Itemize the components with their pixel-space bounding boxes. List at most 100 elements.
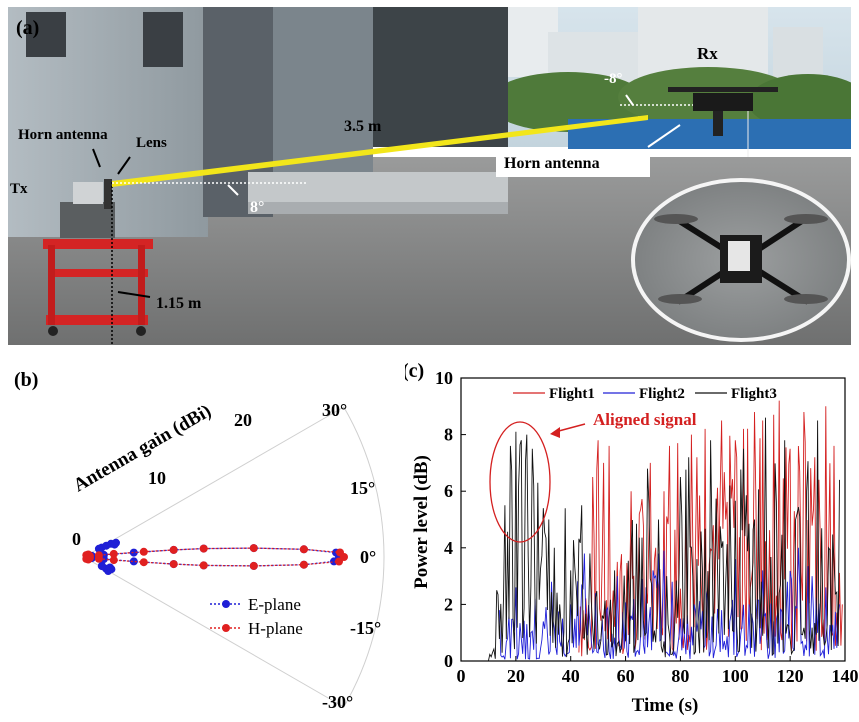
x-axis-label: Time (s)	[632, 695, 699, 716]
power-axes	[460, 377, 846, 662]
field-test-photo: (a) Tx Horn antenna Lens 3.5 m 8° 1.15 m…	[8, 7, 851, 345]
e-plane-point	[129, 548, 138, 557]
angle-tick-0: 0°	[360, 547, 376, 567]
cart-leg	[48, 245, 55, 325]
radial-axis-label: Antenna gain (dBi)	[70, 401, 215, 497]
y-tick-label: 0	[444, 651, 453, 671]
h-plane-point	[199, 561, 208, 570]
h-plane-point	[109, 549, 118, 558]
power-level-panel: (c) 0 20 40 60 80 100 120 140 0 2 4 6 8 10 Power leve…	[402, 352, 859, 717]
tx-equipment	[73, 182, 103, 204]
lens-label: Lens	[136, 135, 167, 151]
angle-tick-15: 15°	[350, 478, 375, 498]
e-plane-point	[129, 557, 138, 566]
panel-a-label: (a)	[16, 17, 40, 39]
x-tick-label: 100	[722, 666, 749, 686]
inset-propeller	[658, 294, 702, 304]
antenna-pattern-panel: (b) Antenna gain (dBi) 0 10 20 30° 15° 0…	[0, 352, 430, 717]
legend-flight1: Flight1	[549, 386, 595, 402]
angle-tick-30: 30°	[322, 400, 347, 420]
rx-horn-antenna-label: Horn antenna	[496, 151, 650, 177]
radial-tick-10: 10	[148, 468, 166, 488]
aligned-signal-ellipse	[489, 421, 551, 543]
h-plane-point	[299, 560, 308, 569]
x-tick-label: 0	[457, 666, 466, 686]
polar-legend: E-plane H-plane	[210, 595, 303, 638]
e-plane-point	[94, 544, 103, 553]
steps	[248, 202, 508, 214]
drone-arm	[668, 87, 778, 92]
cart-top	[43, 239, 153, 249]
h-plane-point	[139, 547, 148, 556]
angle-tick-minus15: -15°	[350, 618, 381, 638]
e-plane-point	[97, 562, 106, 571]
x-tick-label: 140	[832, 666, 859, 686]
x-tick-label: 120	[777, 666, 804, 686]
tx-horn-antenna-label: Horn antenna	[18, 127, 108, 143]
polar-frame	[82, 406, 385, 708]
steps	[248, 172, 508, 207]
radial-tick-0: 0	[72, 529, 81, 549]
photo-scene	[8, 7, 851, 345]
cart-wheel	[136, 326, 146, 336]
inset-propeller	[784, 214, 828, 224]
y-axis-label: Power level (dB)	[411, 455, 432, 589]
x-tick-label: 60	[617, 666, 635, 686]
series-flight1	[578, 400, 843, 657]
panel-c-label: (c)	[405, 360, 424, 382]
h-plane-point	[249, 544, 258, 553]
h-plane-point	[336, 548, 344, 557]
legend-flight3: Flight3	[731, 386, 777, 402]
polar-points	[82, 538, 348, 575]
series-flight3	[487, 417, 840, 662]
tx-label: Tx	[10, 181, 28, 197]
h-plane-point	[94, 554, 103, 563]
series-flight2	[498, 547, 840, 660]
rx-label: Rx	[697, 44, 718, 63]
cart-wheel	[48, 326, 58, 336]
legend-e-plane-marker	[222, 600, 230, 608]
h-plane-point	[199, 544, 208, 553]
legend-h-plane-marker	[222, 624, 230, 632]
h-plane-point	[139, 558, 148, 567]
power-lines	[487, 400, 843, 662]
x-tick-label: 40	[562, 666, 580, 686]
height-label: 1.15 m	[156, 295, 202, 312]
h-plane-point	[109, 556, 118, 565]
cart-leg	[138, 245, 145, 325]
h-plane-point	[82, 554, 91, 563]
drone-mount	[713, 111, 723, 136]
h-plane-curve	[98, 547, 345, 567]
h-plane-point	[169, 545, 178, 554]
tx-mount	[104, 179, 112, 209]
e-plane-point	[102, 541, 111, 550]
power-chart: (c) 0 20 40 60 80 100 120 140 0 2 4 6 8 10 Power leve…	[402, 360, 859, 716]
y-tick-label: 2	[444, 594, 453, 614]
polar-sector-outline	[82, 406, 385, 708]
inset-propeller	[654, 214, 698, 224]
arrow-lens	[117, 156, 131, 175]
h-plane-point	[299, 545, 308, 554]
panel-b-label: (b)	[14, 369, 38, 391]
beam	[112, 115, 648, 187]
h-plane-point	[249, 561, 258, 570]
drone-body	[693, 93, 753, 111]
building-window	[143, 12, 183, 67]
legend-flight2: Flight2	[639, 386, 685, 402]
power-legend: Flight1 Flight2 Flight3	[513, 386, 777, 402]
power-ticks: 0 20 40 60 80 100 120 140 0 2 4 6 8 10	[435, 368, 859, 686]
trees	[488, 72, 648, 132]
inset-propeller	[784, 294, 828, 304]
arrow-height	[117, 291, 151, 298]
building-window	[26, 12, 66, 57]
distance-label: 3.5 m	[344, 118, 382, 135]
plot-frame	[460, 377, 846, 662]
e-plane-point	[107, 565, 116, 574]
arrow-rx-angle	[625, 94, 634, 106]
e-plane-point	[110, 540, 119, 549]
cart-bottom	[46, 315, 148, 325]
tx-angle-label: 8°	[250, 199, 265, 216]
arrow-rx-horn	[647, 124, 681, 148]
inset-drone-payload	[728, 241, 750, 271]
y-tick-label: 8	[444, 425, 453, 445]
